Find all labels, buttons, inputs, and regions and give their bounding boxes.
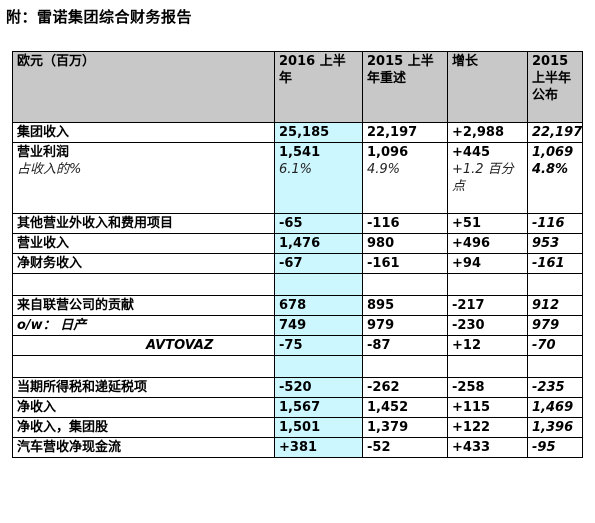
cell-growth: +2,988 [447,122,528,143]
cell-2016: 678 [274,295,363,316]
cell-2015-restated: -116 [362,213,448,234]
cell-2015-published-margin: 4.8% [532,162,569,177]
row-label: o/w： 日产 [12,315,275,336]
cell-2015-published: -95 [527,437,583,458]
cell-2015-published: 979 [527,315,583,336]
cell-2015-restated: 1,379 [362,417,448,438]
table-row: 营业收入 1,476 980 +496 953 [12,233,583,254]
cell-2015-restated-margin: 4.9% [367,162,401,177]
table-row: 来自联营公司的贡献 678 895 -217 912 [12,295,583,316]
row-label: 营业收入 [12,233,275,254]
cell-growth-group: +445 +1.2 百分点 [447,142,528,214]
cell-2015-published: 1,069 [532,145,574,160]
cell-growth: -217 [447,295,528,316]
watermark [507,473,587,513]
cell-2015-published: -235 [527,377,583,398]
cell-2016: -65 [274,213,363,234]
cell-2015-restated: 1,096 [367,145,409,160]
cell-growth: +12 [447,335,528,356]
cell-2016: -75 [274,335,363,356]
header-label: 欧元（百万） [12,51,275,123]
cell-2016-margin: 6.1% [279,162,313,177]
cell-2015-restated-group: 1,096 4.9% [362,142,448,214]
cell-2015-published-group: 1,069 4.8% [527,142,583,214]
cell-growth: +445 [452,145,491,160]
cell-2015-restated: 895 [362,295,448,316]
cell-growth-margin: +1.2 百分点 [452,162,514,194]
cell-2016: 1,476 [274,233,363,254]
page-title: 附：雷诺集团综合财务报告 [6,8,193,26]
cell-growth: -258 [447,377,528,398]
header-2015-restated: 2015 上半年重述 [362,51,448,123]
row-label: 汽车营收净现金流 [12,437,275,458]
cell-2015-published: -70 [527,335,583,356]
table-row: AVTOVAZ -75 -87 +12 -70 [12,335,583,356]
table-row: 集团收入 25,185 22,197 +2,988 22,197 [12,122,583,143]
header-2016: 2016 上半年 [274,51,363,123]
cell-2016-group: 1,541 6.1% [274,142,363,214]
row-label: 来自联营公司的贡献 [12,295,275,316]
table-row: 净财务收入 -67 -161 +94 -161 [12,253,583,274]
row-label-cell: 营业利润 占收入的% [12,142,275,214]
header-2015-published: 2015 上半年公布 [527,51,583,123]
cell-2015-published: 912 [527,295,583,316]
table-row: 其他营业外收入和费用项目 -65 -116 +51 -116 [12,213,583,234]
cell-growth: +433 [447,437,528,458]
row-label: 其他营业外收入和费用项目 [12,213,275,234]
cell-2015-published: -161 [527,253,583,274]
cell-2016: 1,567 [274,397,363,418]
cell-2016: -67 [274,253,363,274]
cell-2015-restated: 22,197 [362,122,448,143]
cell-2015-restated: 1,452 [362,397,448,418]
sub-row-label: 占收入的% [17,162,82,177]
cell-2015-restated: 979 [362,315,448,336]
table-row: 净收入 1,567 1,452 +115 1,469 [12,397,583,418]
cell-2015-restated: -87 [362,335,448,356]
cell-2015-restated: -52 [362,437,448,458]
cell-growth: +115 [447,397,528,418]
cell-2015-published: 1,469 [527,397,583,418]
cell-2015-published: 1,396 [527,417,583,438]
cell-2016: 749 [274,315,363,336]
row-label: AVTOVAZ [12,335,275,356]
cell-2016: 25,185 [274,122,363,143]
table-header-row: 欧元（百万） 2016 上半年 2015 上半年重述 增长 2015 上半年公布 [12,51,583,123]
table-row-blank [12,273,583,296]
cell-2015-restated: -161 [362,253,448,274]
table-row: o/w： 日产 749 979 -230 979 [12,315,583,336]
cell-2015-published: 953 [527,233,583,254]
row-label: 集团收入 [12,122,275,143]
table-row: 净收入，集团股 1,501 1,379 +122 1,396 [12,417,583,438]
cell-2016: 1,541 [279,145,321,160]
financial-table: 欧元（百万） 2016 上半年 2015 上半年重述 增长 2015 上半年公布… [12,51,583,458]
row-label: 营业利润 [17,145,70,160]
cell-growth: +94 [447,253,528,274]
cell-2015-restated: 980 [362,233,448,254]
header-growth: 增长 [447,51,528,123]
row-label: 净财务收入 [12,253,275,274]
cell-2015-restated: -262 [362,377,448,398]
cell-2016: +381 [274,437,363,458]
row-label: 净收入 [12,397,275,418]
cell-2015-published: 22,197 [527,122,583,143]
cell-growth: -230 [447,315,528,336]
cell-growth: +496 [447,233,528,254]
row-label: 当期所得税和递延税项 [12,377,275,398]
table-row-blank [12,355,583,378]
cell-growth: +51 [447,213,528,234]
table-row: 汽车营收净现金流 +381 -52 +433 -95 [12,437,583,458]
cell-2015-published: -116 [527,213,583,234]
cell-growth: +122 [447,417,528,438]
cell-2016: -520 [274,377,363,398]
table-row: 当期所得税和递延税项 -520 -262 -258 -235 [12,377,583,398]
cell-2016: 1,501 [274,417,363,438]
row-label: 净收入，集团股 [12,417,275,438]
table-row: 营业利润 占收入的% 1,541 6.1% 1,096 4.9% +445 +1… [12,142,583,214]
